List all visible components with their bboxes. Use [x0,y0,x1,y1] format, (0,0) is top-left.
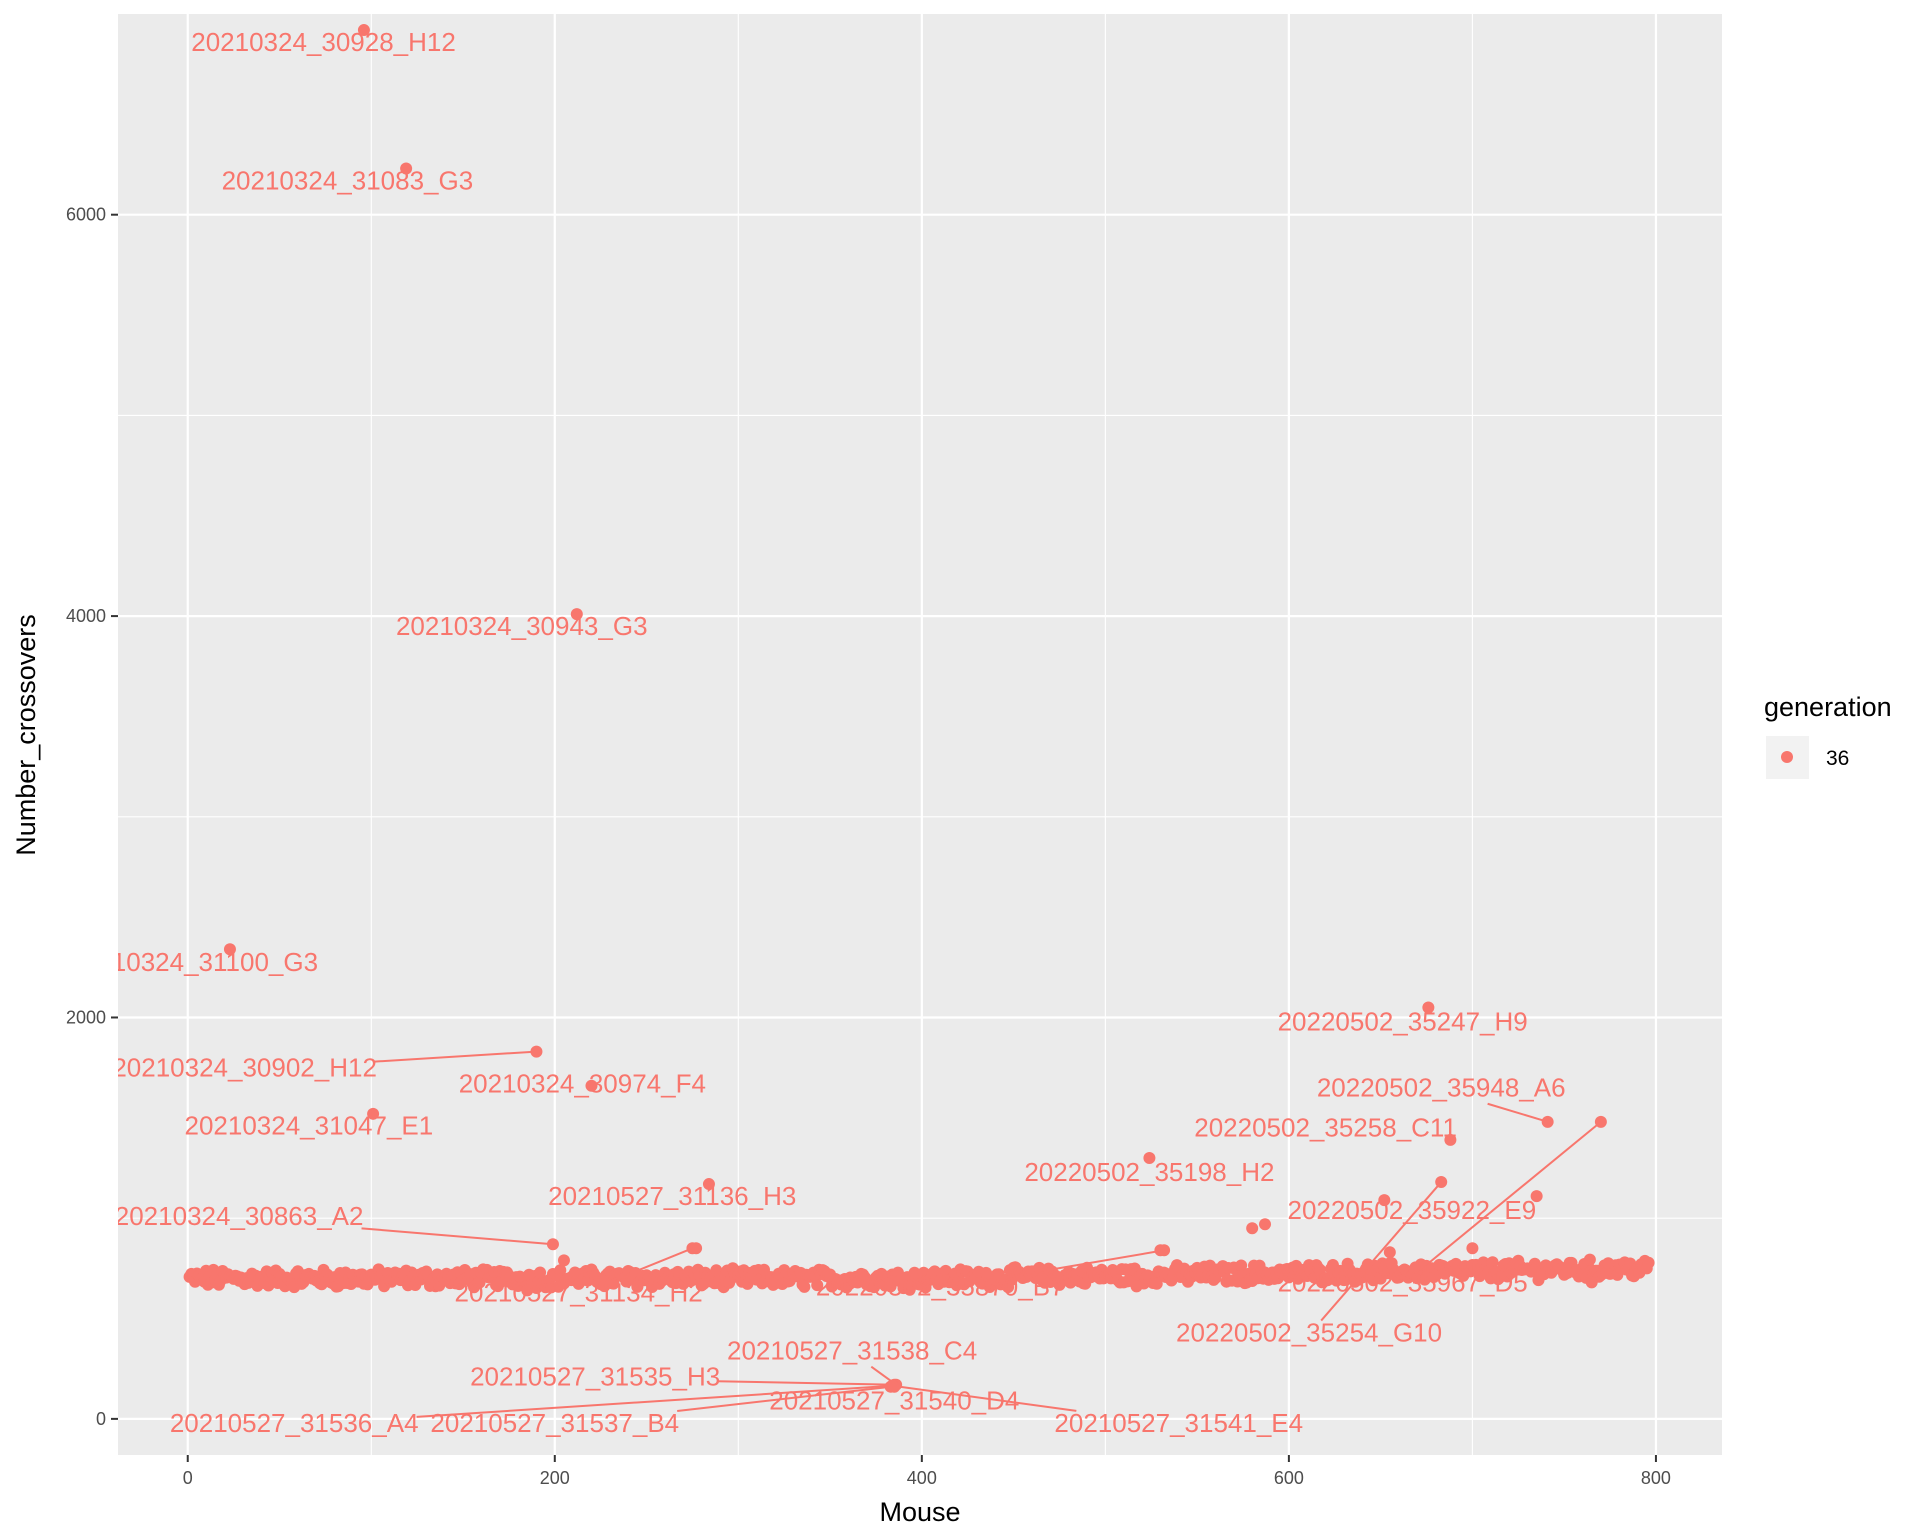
labeled-data-point [1435,1176,1448,1189]
legend: generation 36 [1764,692,1892,779]
data-point [1585,1276,1598,1289]
label-leader-line [416,1384,893,1418]
x-tick-label: 400 [907,1468,937,1488]
data-point [1486,1256,1499,1269]
point-label: 20220502_35948_A6 [1317,1073,1566,1103]
plot-background [118,14,1722,1455]
point-label: 20220502_35967_D5 [1278,1267,1528,1297]
point-label: 20210324_31083_G3 [222,165,474,195]
data-points [183,24,1655,1393]
label-leader-line [677,1385,891,1412]
grid-major [118,14,1722,1455]
point-label: 20210527_31540_D4 [769,1386,1019,1416]
x-tick-label: 0 [183,1468,193,1488]
point-label: 20210527_31136_H3 [548,1181,796,1211]
point-label: 20210324_30928_H12 [191,27,456,57]
point-label: 20210324_30863_A2 [115,1201,364,1231]
labeled-data-point [686,1242,699,1255]
labeled-data-point [1143,1151,1156,1164]
data-point [557,1254,570,1267]
point-label: 20220502_35198_H2 [1024,1157,1274,1187]
point-label: 20210324_30974_F4 [459,1069,706,1099]
data-point [1130,1280,1143,1293]
label-leader-line [892,1384,1077,1412]
point-label: 20210527_31535_H3 [470,1362,720,1392]
x-tick-label: 200 [540,1468,570,1488]
data-point [811,1279,824,1292]
labeled-data-point [530,1045,543,1058]
data-point [1383,1246,1396,1259]
data-point [1530,1190,1543,1203]
label-leader-line [1419,1121,1602,1272]
data-point [631,1280,644,1293]
labeled-data-point [367,1107,380,1120]
labeled-data-point [1444,1133,1457,1146]
labeled-data-point [1541,1115,1554,1128]
data-point [1259,1218,1272,1231]
y-tick-label: 6000 [66,205,106,225]
x-tick-label: 600 [1274,1468,1304,1488]
legend-title: generation [1764,692,1892,722]
point-label: 20210324_30943_G3 [396,611,648,641]
labeled-data-point [546,1238,559,1251]
labeled-data-point [400,162,413,175]
data-point [1235,1259,1248,1272]
label-leader-line [1320,1181,1442,1322]
legend-entry-label: 36 [1826,747,1849,770]
labeled-data-point [1378,1194,1391,1207]
y-tick-label: 2000 [66,1007,106,1027]
data-point [884,1280,897,1293]
data-point [473,1276,486,1289]
grid-minor [118,14,1722,1455]
point-labels: 20210324_30928_H12 20210324_31083_G3 20210… [68,27,1566,1438]
label-leader-line [717,1380,895,1386]
point-label: 20210527_31134_H2 [455,1277,703,1307]
x-axis: 0 200 400 600 800 [183,1455,1671,1488]
x-tick-label: 800 [1641,1468,1671,1488]
point-label: 20220502_35258_C11 [1194,1113,1457,1143]
labeled-data-point [357,24,370,37]
data-point [521,1284,534,1297]
data-point [1150,1277,1163,1290]
y-tick-label: 0 [96,1409,106,1429]
point-label: 20210527_31541_E4 [1054,1408,1303,1438]
y-tick-label: 4000 [66,606,106,626]
point-label: 20220502_35254_G10 [1176,1317,1442,1347]
labeled-data-point [570,608,583,621]
labeled-data-point [886,1379,899,1392]
labeled-data-point [223,943,236,956]
labeled-data-point [585,1079,598,1092]
y-axis: 0 2000 4000 6000 [66,205,118,1429]
point-label: 20210324_30902_H12 [112,1053,377,1083]
point-label: 20210527_31538_C4 [727,1336,977,1366]
data-point [1466,1242,1479,1255]
x-axis-title: Mouse [879,1497,960,1527]
label-leader-line [361,1227,554,1246]
label-leader-line [1487,1102,1548,1123]
labeled-data-point [702,1178,715,1191]
point-label: 20220502_35870_B7 [816,1271,1065,1301]
point-label: 20220502_35922_E9 [1287,1195,1536,1225]
legend-key-dot [1781,751,1793,763]
label-leader-line [374,1050,537,1063]
labeled-data-point [1422,1001,1435,1014]
data-point [798,1280,811,1293]
y-axis-title: Number_crossovers [11,614,41,856]
data-point [1583,1253,1596,1266]
point-label: 20210324_31100_G3 [68,947,318,977]
point-label: 20220502_35247_H9 [1278,1006,1528,1036]
point-label: 20210527_31536_A4 [170,1408,419,1438]
labeled-data-point [1594,1115,1607,1128]
data-point [1033,1261,1046,1274]
point-label: 20210527_31537_B4 [430,1408,679,1438]
data-point [1642,1256,1655,1269]
point-label: 20210324_31047_E1 [185,1111,434,1141]
labeled-data-point [1158,1244,1171,1257]
data-point [1246,1222,1259,1235]
